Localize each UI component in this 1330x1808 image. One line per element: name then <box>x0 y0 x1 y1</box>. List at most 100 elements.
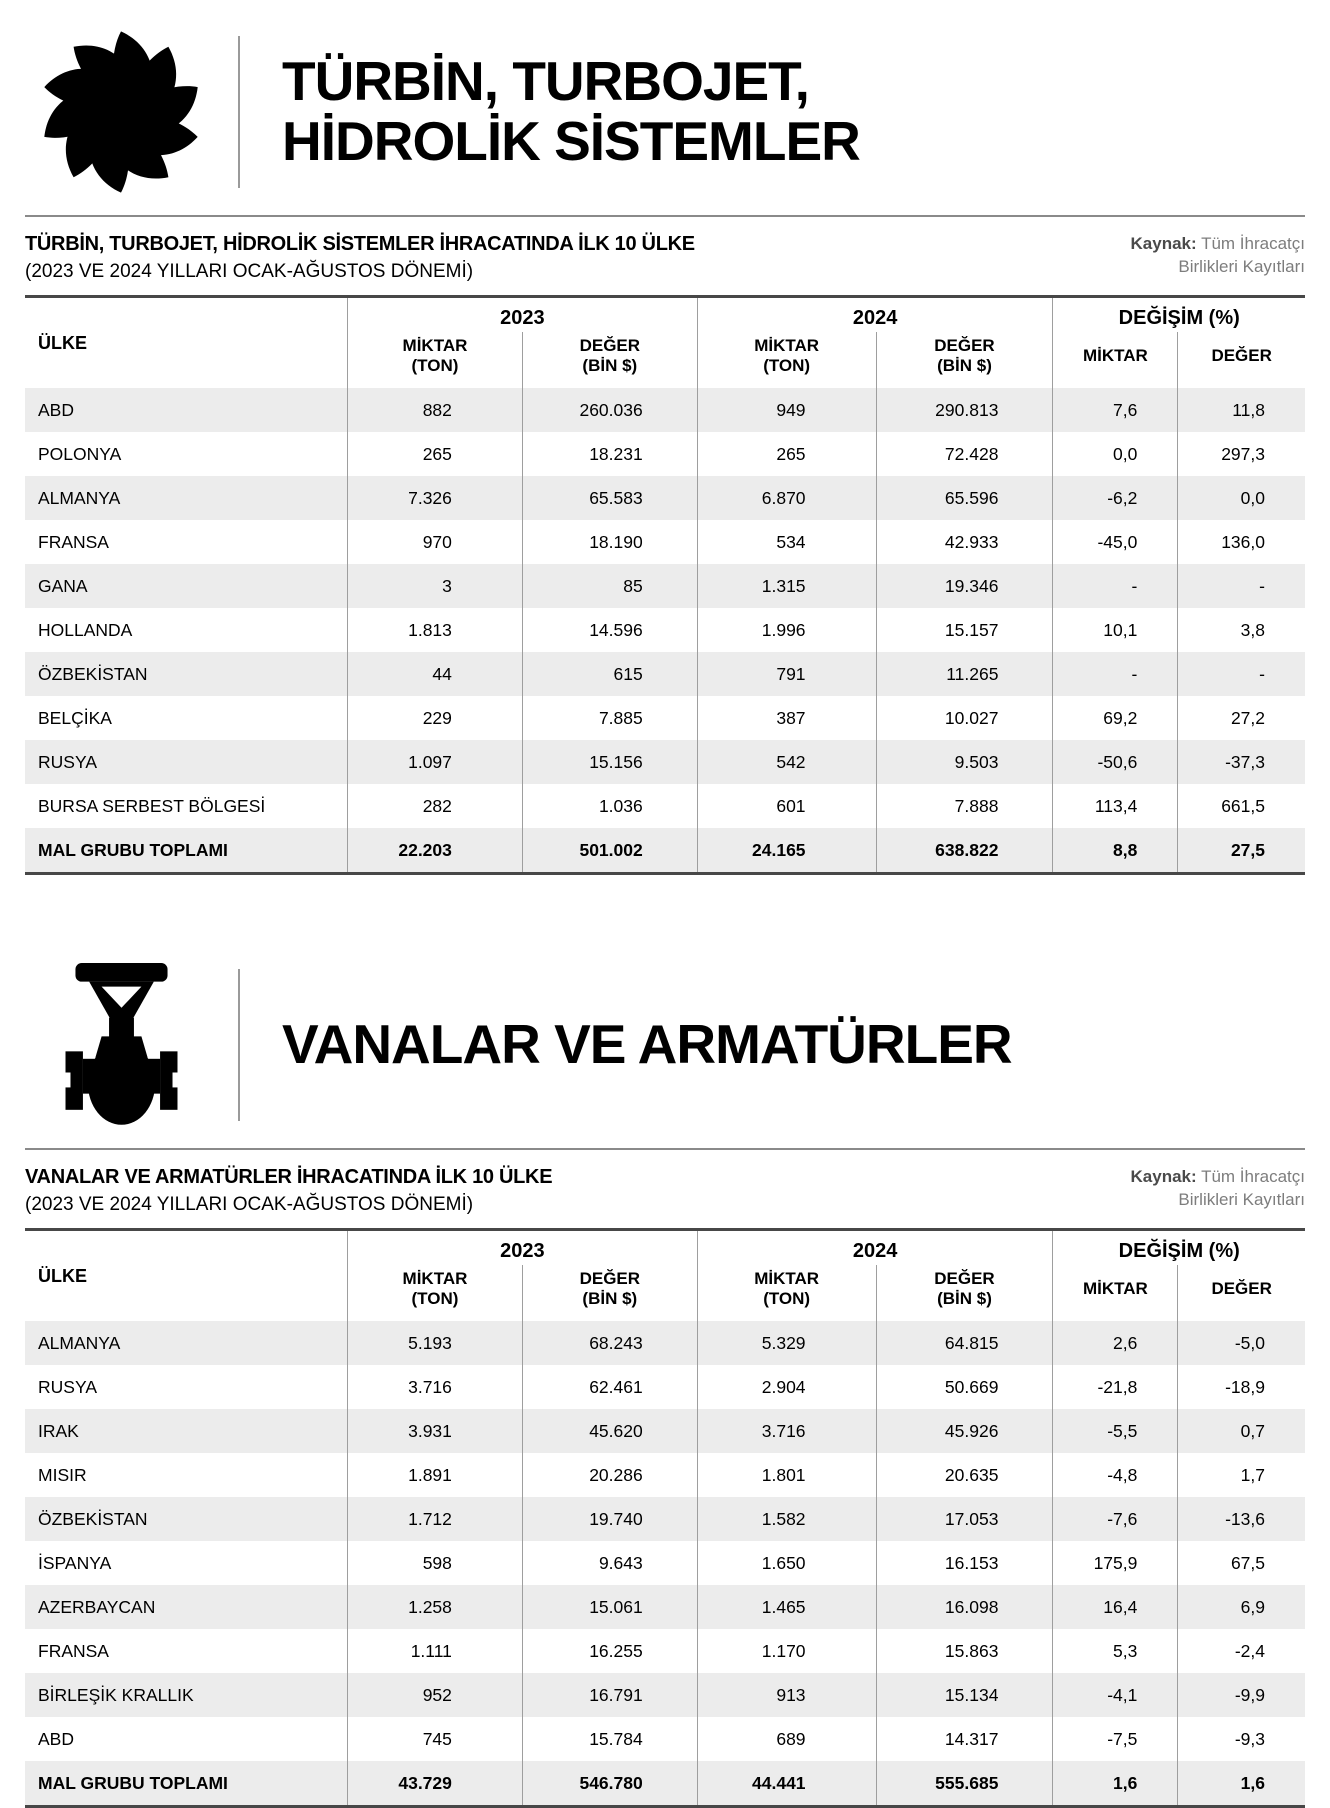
col-header-amount-2024: MİKTAR (TON) <box>696 332 877 389</box>
amount-2024-cell: 1.650 <box>696 1541 877 1586</box>
value-2023-cell: 68.243 <box>521 1321 698 1366</box>
value-change-cell: -37,3 <box>1177 740 1305 785</box>
section-icon-box <box>32 959 210 1131</box>
value-2024-cell: 290.813 <box>875 388 1053 433</box>
amount-change-cell: -4,8 <box>1052 1453 1178 1498</box>
value-change-cell: - <box>1177 652 1305 697</box>
year-header-row: ÜLKE 2023 2024 DEĞİŞİM (%) <box>25 1229 1305 1322</box>
value-2023-cell: 15.061 <box>521 1585 698 1630</box>
value-unit-label: (BİN $) <box>937 356 992 376</box>
value-2023-cell: 7.885 <box>521 696 698 741</box>
amount-label: MİKTAR <box>754 336 820 355</box>
amount-label: MİKTAR <box>402 1269 468 1289</box>
country-cell: POLONYA <box>38 444 122 465</box>
value-2023-cell: 19.740 <box>521 1497 698 1542</box>
table-row: POLONYA 265 18.231 265 72.428 0,0 297,3 <box>25 432 1305 477</box>
amount-change-cell: - <box>1052 564 1178 609</box>
amount-change-cell: -5,5 <box>1052 1409 1178 1454</box>
value-change-cell: 27,5 <box>1177 828 1305 874</box>
amount-2023-cell: 1.813 <box>347 608 523 653</box>
table-caption-left: TÜRBİN, TURBOJET, HİDROLİK SİSTEMLER İHR… <box>25 233 695 283</box>
amount-2024-cell: 3.716 <box>696 1409 877 1454</box>
value-2024-cell: 65.596 <box>875 476 1053 521</box>
amount-2024-cell: 387 <box>696 696 877 741</box>
amount-2024-cell: 1.801 <box>696 1453 877 1498</box>
amount-2024-cell: 1.315 <box>696 564 877 609</box>
amount-2024-cell: 1.582 <box>696 1497 877 1542</box>
source-line-1: Kaynak: Tüm İhracatçı <box>1131 1166 1305 1189</box>
source-text-2: Birlikleri Kayıtları <box>1178 256 1305 276</box>
sub-header-row: MİKTAR (TON) DEĞER (BİN $) MİKTAR (TON) DEĞ… <box>25 332 1305 389</box>
col-header-value-2023: DEĞER (BİN $) <box>521 1265 698 1322</box>
table-row: IRAK 3.931 45.620 3.716 45.926 -5,5 0,7 <box>25 1409 1305 1454</box>
amount-2024-cell: 2.904 <box>696 1365 877 1410</box>
value-label: DEĞER <box>579 1269 641 1289</box>
country-cell: RUSYA <box>38 752 97 773</box>
table-row: RUSYA 1.097 15.156 542 9.503 -50,6 -37,3 <box>25 740 1305 785</box>
value-change-cell: -9,9 <box>1177 1673 1305 1718</box>
amount-2024-cell: 265 <box>696 432 877 477</box>
amount-2023-cell: 1.712 <box>347 1497 523 1542</box>
value-change-cell: 11,8 <box>1177 388 1305 433</box>
value-2024-cell: 72.428 <box>875 432 1053 477</box>
amount-change-cell: -4,1 <box>1052 1673 1178 1718</box>
value-change-cell: 0,0 <box>1177 476 1305 521</box>
section-icon-box <box>32 26 210 198</box>
col-header-amount-change: MİKTAR <box>1052 332 1178 389</box>
value-label: DEĞER <box>934 1269 995 1289</box>
value-2024-cell: 15.157 <box>875 608 1053 653</box>
country-cell: ABD <box>38 1729 74 1750</box>
value-change-cell: 1,7 <box>1177 1453 1305 1498</box>
source-label: Kaynak: <box>1130 1167 1197 1187</box>
table-row: ALMANYA 5.193 68.243 5.329 64.815 2,6 -5… <box>25 1321 1305 1366</box>
amount-2023-cell: 7.326 <box>347 476 523 521</box>
country-cell: İSPANYA <box>38 1553 112 1574</box>
amount-change-cell: 0,0 <box>1052 432 1178 477</box>
table-caption: TÜRBİN, TURBOJET, HİDROLİK SİSTEMLER İHR… <box>25 233 1305 283</box>
amount-2024-cell: 534 <box>696 520 877 565</box>
value-2024-cell: 20.635 <box>875 1453 1053 1498</box>
table-row: ABD 745 15.784 689 14.317 -7,5 -9,3 <box>25 1717 1305 1762</box>
col-header-value-change: DEĞER <box>1177 332 1305 389</box>
value-2024-cell: 17.053 <box>875 1497 1053 1542</box>
value-2023-cell: 15.156 <box>521 740 698 785</box>
source-text-1: Tüm İhracatçı <box>1201 234 1305 253</box>
table-caption-left: VANALAR VE ARMATÜRLER İHRACATINDA İLK 10… <box>25 1166 553 1216</box>
country-cell: MAL GRUBU TOPLAMI <box>38 840 228 861</box>
amount-2024-cell: 24.165 <box>696 828 877 874</box>
col-header-value-2023: DEĞER (BİN $) <box>521 332 698 389</box>
amount-2024-cell: 1.996 <box>696 608 877 653</box>
col-header-2024: 2024 <box>696 1229 1053 1266</box>
value-2024-cell: 15.134 <box>875 1673 1053 1718</box>
value-change-cell: 0,7 <box>1177 1409 1305 1454</box>
value-2023-cell: 62.461 <box>521 1365 698 1410</box>
amount-2023-cell: 882 <box>347 388 523 433</box>
amount-2023-cell: 745 <box>347 1717 523 1762</box>
value-2023-cell: 16.791 <box>521 1673 698 1718</box>
amount-change-cell: -50,6 <box>1052 740 1178 785</box>
amount-2024-cell: 1.170 <box>696 1629 877 1674</box>
table-title: TÜRBİN, TURBOJET, HİDROLİK SİSTEMLER İHR… <box>25 233 695 255</box>
col-header-amount-change: MİKTAR <box>1052 1265 1178 1322</box>
table-header: ÜLKE 2023 2024 DEĞİŞİM (%) MİKTAR (TON) D… <box>25 1229 1305 1322</box>
country-cell: BİRLEŞİK KRALLIK <box>38 1685 194 1706</box>
value-change-cell: 27,2 <box>1177 696 1305 741</box>
amount-2023-cell: 3.931 <box>347 1409 523 1454</box>
section-title: TÜRBİN, TURBOJET, HİDROLİK SİSTEMLER <box>282 50 861 171</box>
col-header-change: DEĞİŞİM (%) <box>1052 1229 1305 1266</box>
country-cell: FRANSA <box>38 532 109 553</box>
value-change-cell: 136,0 <box>1177 520 1305 565</box>
amount-2024-cell: 689 <box>696 1717 877 1762</box>
header-divider <box>238 968 240 1121</box>
section-title-line: TÜRBİN, TURBOJET, <box>282 50 810 113</box>
country-cell: ÖZBEKİSTAN <box>38 1509 148 1530</box>
amount-2023-cell: 1.258 <box>347 1585 523 1630</box>
col-header-change: DEĞİŞİM (%) <box>1052 296 1305 332</box>
table-row: FRANSA 970 18.190 534 42.933 -45,0 136,0 <box>25 520 1305 565</box>
amount-change-cell: 7,6 <box>1052 388 1178 433</box>
table-total-row: MAL GRUBU TOPLAMI 22.203 501.002 24.165 … <box>25 828 1305 874</box>
amount-2023-cell: 952 <box>347 1673 523 1718</box>
value-change-cell: 67,5 <box>1177 1541 1305 1586</box>
amount-2023-cell: 3 <box>347 564 523 609</box>
